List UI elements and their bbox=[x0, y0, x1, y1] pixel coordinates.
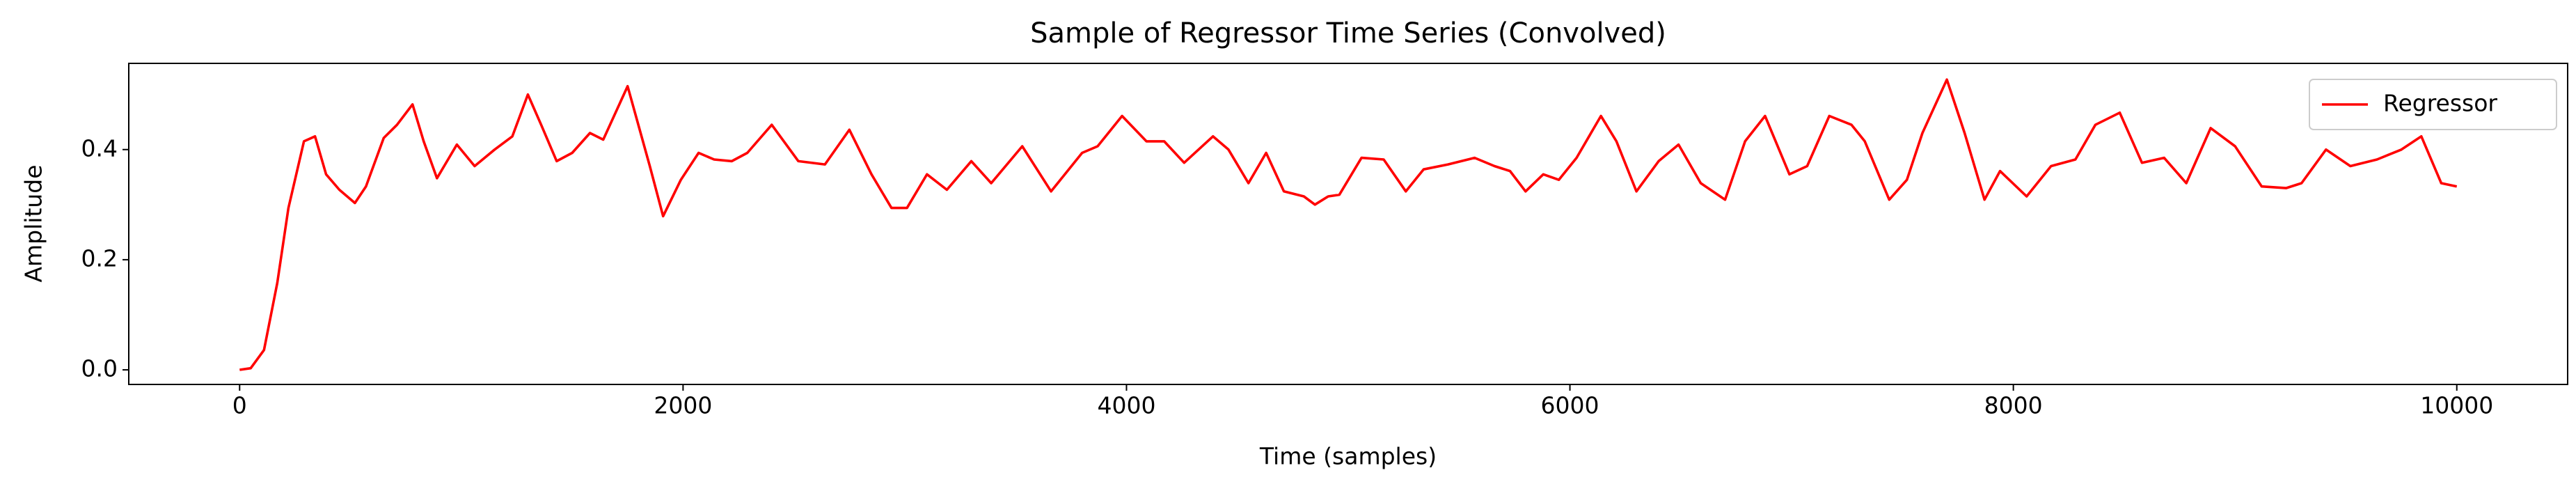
x-tick-label: 8000 bbox=[1984, 392, 2043, 419]
x-axis-label: Time (samples) bbox=[1259, 443, 1437, 470]
y-tick-label: 0.2 bbox=[81, 244, 118, 272]
y-axis-label: Amplitude bbox=[20, 164, 47, 282]
y-tick-label: 0.4 bbox=[81, 134, 118, 162]
x-tick-label: 0 bbox=[232, 392, 247, 419]
chart-title: Sample of Regressor Time Series (Convolv… bbox=[1030, 17, 1666, 49]
x-tick-label: 6000 bbox=[1541, 392, 1599, 419]
legend-box bbox=[2309, 79, 2557, 130]
x-tick-label: 10000 bbox=[2420, 392, 2493, 419]
y-tick-label: 0.0 bbox=[81, 355, 118, 382]
axes-frame bbox=[128, 63, 2568, 385]
x-tick-label: 4000 bbox=[1097, 392, 1155, 419]
x-tick-label: 2000 bbox=[654, 392, 712, 419]
legend-label: Regressor bbox=[2383, 90, 2497, 117]
series-line bbox=[239, 78, 2458, 371]
